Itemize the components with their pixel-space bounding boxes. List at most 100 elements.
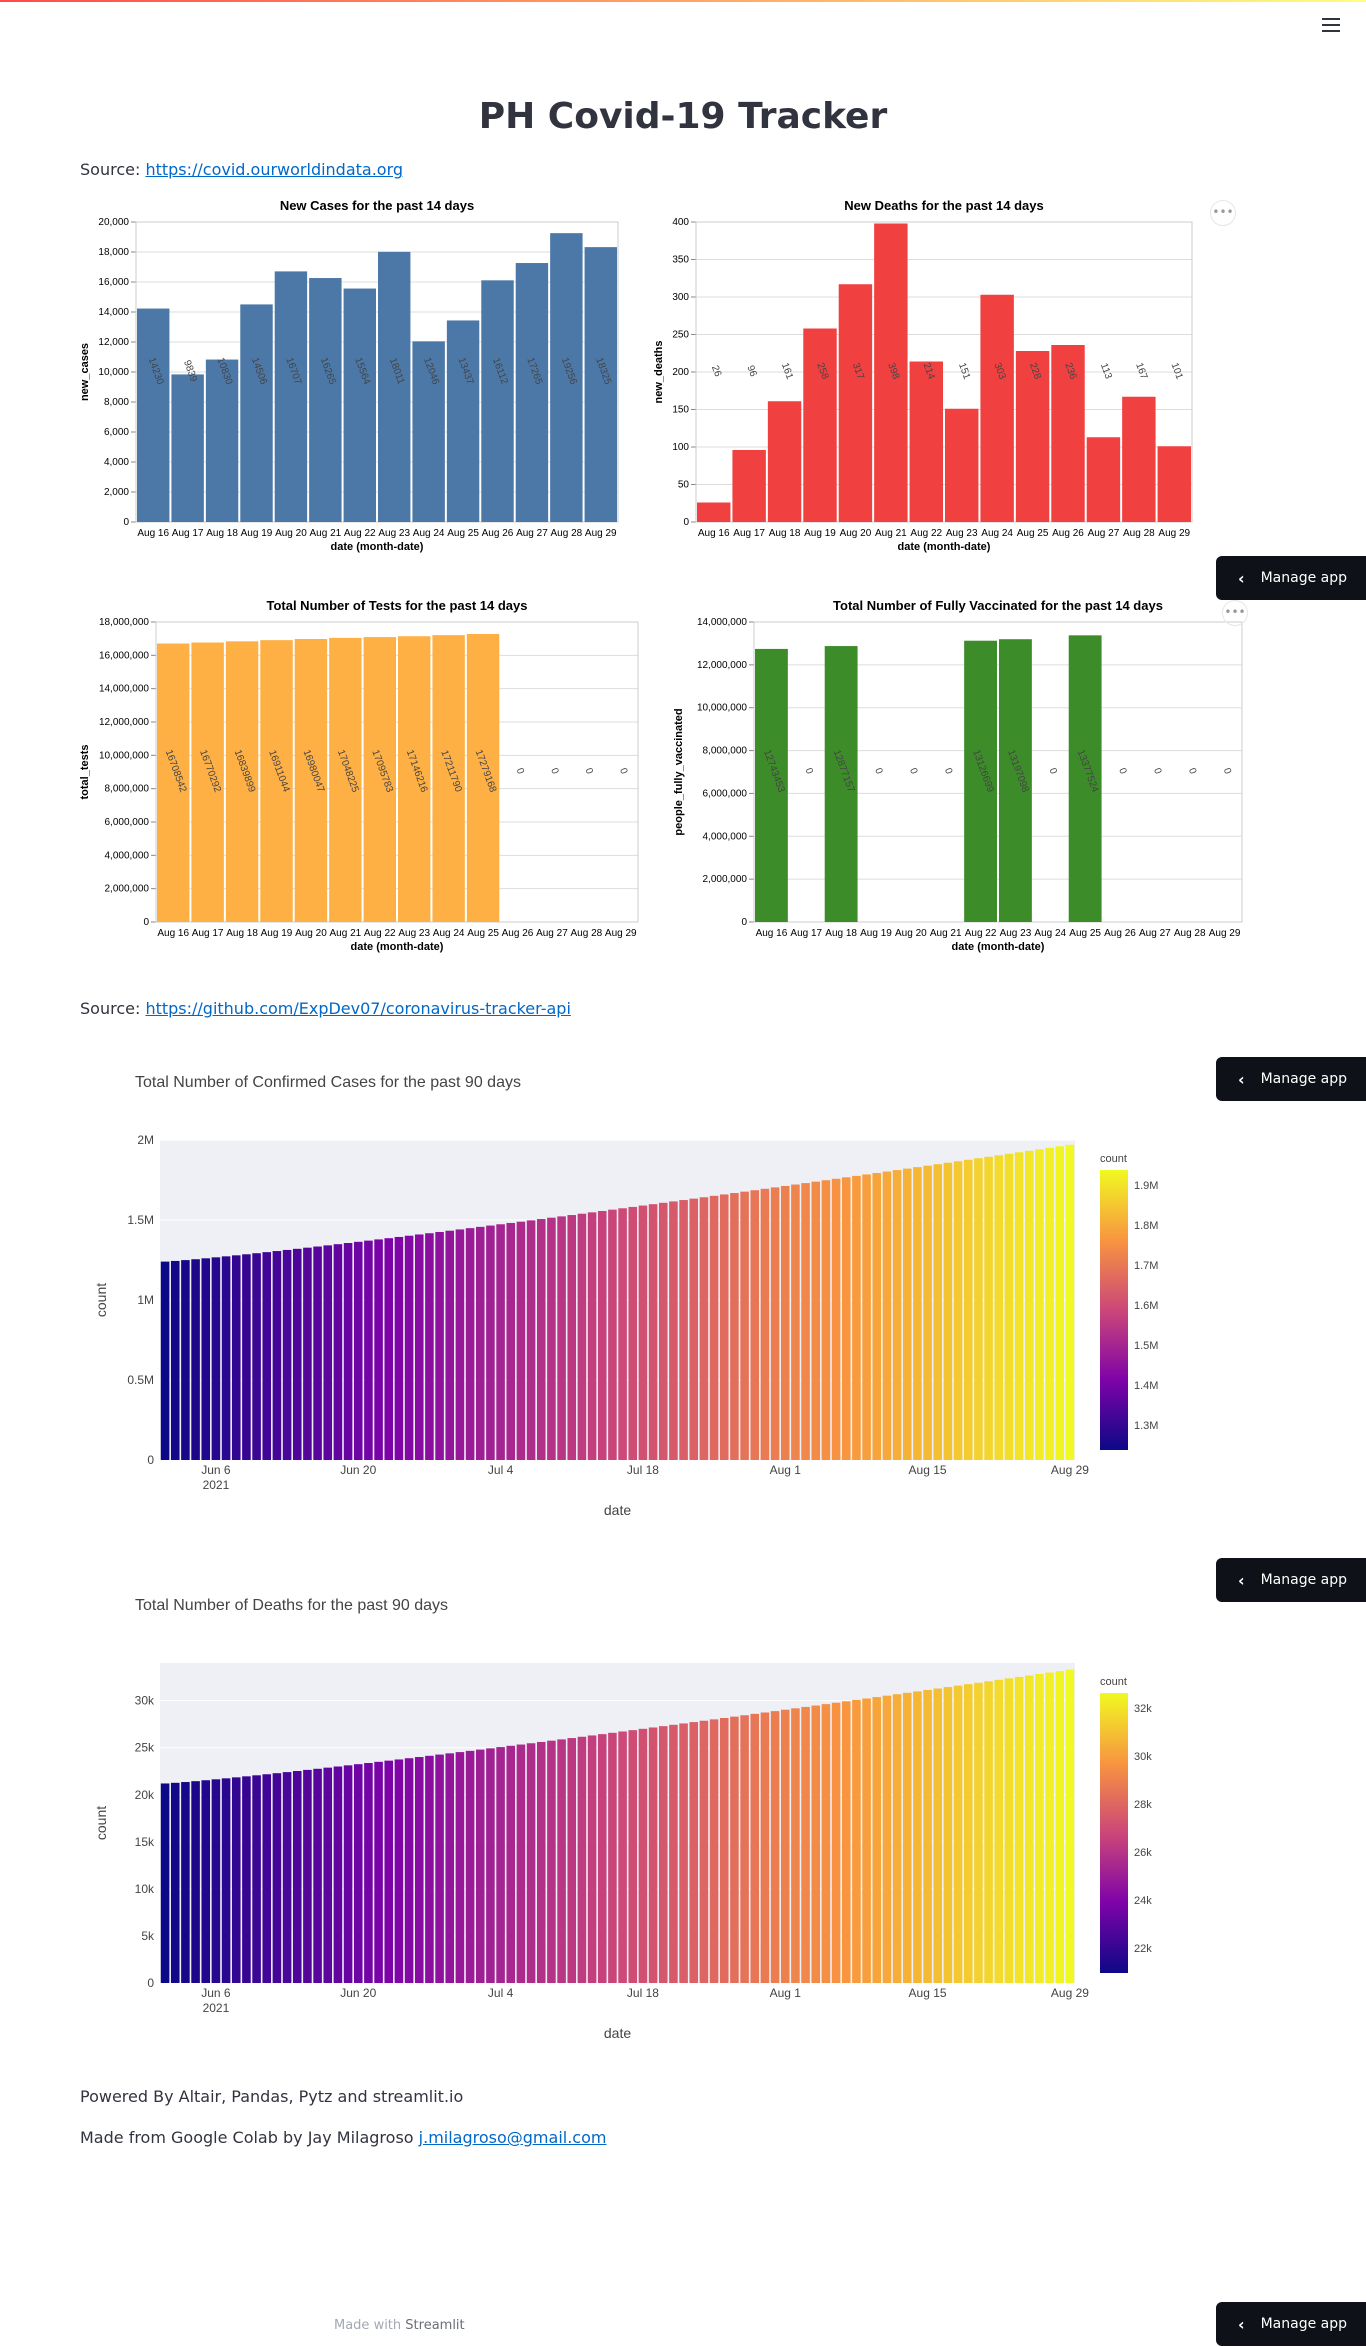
source-link-github[interactable]: https://github.com/ExpDev07/coronavirus-… (145, 999, 571, 1018)
data-label: 96 (744, 364, 758, 379)
chart-title: Total Number of Confirmed Cases for the … (135, 1074, 521, 1091)
bar (913, 1167, 922, 1460)
x-tick-label: Aug 16 (698, 528, 730, 539)
x-tick-label: Aug 16 (157, 928, 189, 939)
bar (446, 320, 480, 522)
y-tick-label: 200 (672, 367, 689, 378)
bar (160, 1261, 170, 1460)
bar (515, 263, 549, 522)
bar (1122, 396, 1156, 522)
manage-app-button[interactable]: ‹ Manage app (1216, 556, 1366, 600)
colorbar (1100, 1693, 1128, 1973)
bar (292, 1248, 302, 1460)
bar (201, 1780, 211, 1983)
made-with-streamlit[interactable]: Made with Streamlit (334, 2318, 465, 2333)
bar (963, 1684, 973, 1983)
bar (872, 1172, 882, 1460)
x-tick-label: Aug 1 (770, 1986, 802, 2000)
ellipsis-icon[interactable]: ••• (1222, 600, 1248, 626)
x-tick-label: Aug 29 (1158, 528, 1190, 539)
y-tick-label: 1.5M (127, 1213, 154, 1227)
bar (435, 1754, 444, 1983)
y-tick-label: 12,000,000 (697, 660, 747, 671)
bar (1045, 1672, 1054, 1983)
colorbar-tick-label: 26k (1134, 1847, 1152, 1859)
bar (262, 1774, 272, 1983)
bar (923, 1689, 932, 1983)
bar (584, 247, 617, 522)
y-tick-label: 10,000,000 (697, 703, 747, 714)
bar (933, 1688, 943, 1983)
bar (313, 1246, 322, 1460)
manage-app-label: Manage app (1260, 1572, 1348, 1588)
bar (323, 1767, 333, 1983)
bar (496, 1747, 505, 1983)
bar (587, 1212, 597, 1460)
ellipsis-icon[interactable]: ••• (1210, 200, 1236, 226)
x-tick-label: Jun 6 (201, 1463, 231, 1477)
bar (160, 1783, 170, 1983)
y-tick-label: 0 (143, 917, 149, 928)
bar (378, 251, 411, 522)
x-tick-label: Aug 27 (1088, 528, 1120, 539)
bar (394, 1759, 404, 1983)
bar (445, 1230, 455, 1460)
bar (343, 1765, 353, 1983)
bar (404, 1235, 414, 1460)
source-label: Source: (80, 999, 146, 1018)
x-tick-label: Aug 20 (895, 928, 927, 939)
bar (374, 1761, 383, 1983)
bar (791, 1184, 800, 1460)
x-tick-label: Aug 27 (1139, 928, 1171, 939)
bar (550, 233, 583, 522)
bar (231, 1255, 241, 1460)
source-line-2: Source: https://github.com/ExpDev07/coro… (80, 999, 571, 1018)
y-tick-label: 0 (683, 517, 689, 528)
x-tick-label: Aug 21 (930, 928, 962, 939)
bar (760, 1712, 770, 1983)
chart-confirmed-90d: Total Number of Confirmed Cases for the … (80, 1062, 1180, 1532)
manage-app-button[interactable]: ‹ Manage app (1216, 1558, 1366, 1602)
bar (496, 1224, 505, 1460)
y-tick-label: 30k (135, 1694, 155, 1708)
x-tick-label: Aug 16 (756, 928, 788, 939)
x-tick-label: Jun 6 (201, 1986, 231, 2000)
x-tick-label: Aug 16 (137, 528, 169, 539)
y-tick-label: 14,000 (98, 307, 129, 318)
chart-fully-vaccinated: Total Number of Fully Vaccinated for the… (673, 592, 1264, 962)
email-link[interactable]: j.milagroso@gmail.com (418, 2128, 607, 2147)
plot-frame (135, 221, 619, 523)
hamburger-icon[interactable] (1322, 18, 1340, 34)
data-label: 0 (942, 767, 954, 776)
x-tick-label: Aug 23 (1000, 928, 1032, 939)
y-tick-label: 18,000,000 (99, 617, 149, 628)
y-tick-label: 15k (135, 1835, 155, 1849)
manage-app-button[interactable]: ‹ Manage app (1216, 2302, 1366, 2346)
x-tick-label: Aug 15 (909, 1463, 947, 1477)
manage-app-label: Manage app (1260, 570, 1348, 586)
y-axis-title: new_deaths (654, 341, 665, 404)
bar (852, 1699, 861, 1983)
made-by-text: Made from Google Colab by Jay Milagroso (80, 2128, 419, 2147)
bar (201, 1258, 211, 1460)
bar (689, 1722, 699, 1983)
x-tick-label: Aug 25 (1017, 528, 1049, 539)
bar (1065, 1144, 1075, 1460)
bar (597, 1734, 607, 1983)
bar (445, 1753, 455, 1983)
source-link-owid[interactable]: https://covid.ourworldindata.org (145, 160, 404, 179)
data-label: 0 (1151, 767, 1163, 776)
y-tick-label: 0 (147, 1976, 154, 1990)
bar (923, 1165, 932, 1460)
y-tick-label: 14,000,000 (697, 617, 747, 628)
bar (780, 1185, 790, 1460)
bar (945, 408, 979, 522)
x-tick-label: Aug 19 (241, 528, 273, 539)
data-label: 101 (1169, 361, 1185, 381)
x-tick-label: Aug 23 (378, 528, 410, 539)
x-tick-label: Aug 26 (1052, 528, 1084, 539)
x-tick-label: Aug 24 (981, 528, 1013, 539)
chart-svg: New Cases for the past 14 days 0 2,000 4,00… (79, 198, 619, 553)
manage-app-button[interactable]: ‹ Manage app (1216, 1057, 1366, 1101)
y-tick-label: 25k (135, 1741, 155, 1755)
